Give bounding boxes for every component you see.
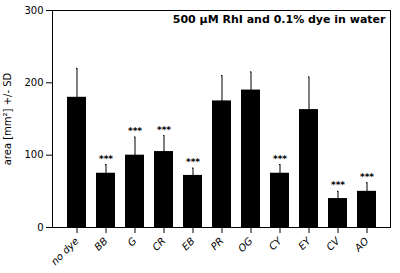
svg-text:OG: OG bbox=[236, 235, 255, 254]
svg-text:CY: CY bbox=[267, 235, 285, 253]
svg-text:***: *** bbox=[360, 172, 374, 182]
svg-text:100: 100 bbox=[24, 149, 43, 160]
svg-text:***: *** bbox=[157, 125, 171, 135]
svg-text:CR: CR bbox=[150, 235, 168, 253]
svg-text:300: 300 bbox=[24, 5, 43, 16]
svg-text:EB: EB bbox=[180, 235, 197, 252]
svg-text:PR: PR bbox=[209, 235, 226, 252]
svg-text:***: *** bbox=[128, 126, 142, 136]
svg-text:***: *** bbox=[331, 180, 345, 190]
svg-text:BB: BB bbox=[92, 235, 110, 253]
svg-text:AO: AO bbox=[352, 235, 371, 254]
svg-text:G: G bbox=[125, 235, 138, 248]
svg-text:***: *** bbox=[273, 154, 287, 164]
svg-text:***: *** bbox=[99, 154, 113, 164]
svg-text:0: 0 bbox=[37, 222, 43, 233]
svg-text:EY: EY bbox=[296, 235, 313, 252]
svg-text:***: *** bbox=[186, 157, 200, 167]
svg-text:no dye: no dye bbox=[49, 235, 81, 267]
svg-text:500 μM RhI and 0.1% dye in wat: 500 μM RhI and 0.1% dye in water bbox=[173, 13, 386, 26]
svg-text:CV: CV bbox=[324, 234, 342, 252]
svg-text:area [mm²] +/- SD: area [mm²] +/- SD bbox=[2, 72, 13, 165]
svg-text:200: 200 bbox=[24, 77, 43, 88]
